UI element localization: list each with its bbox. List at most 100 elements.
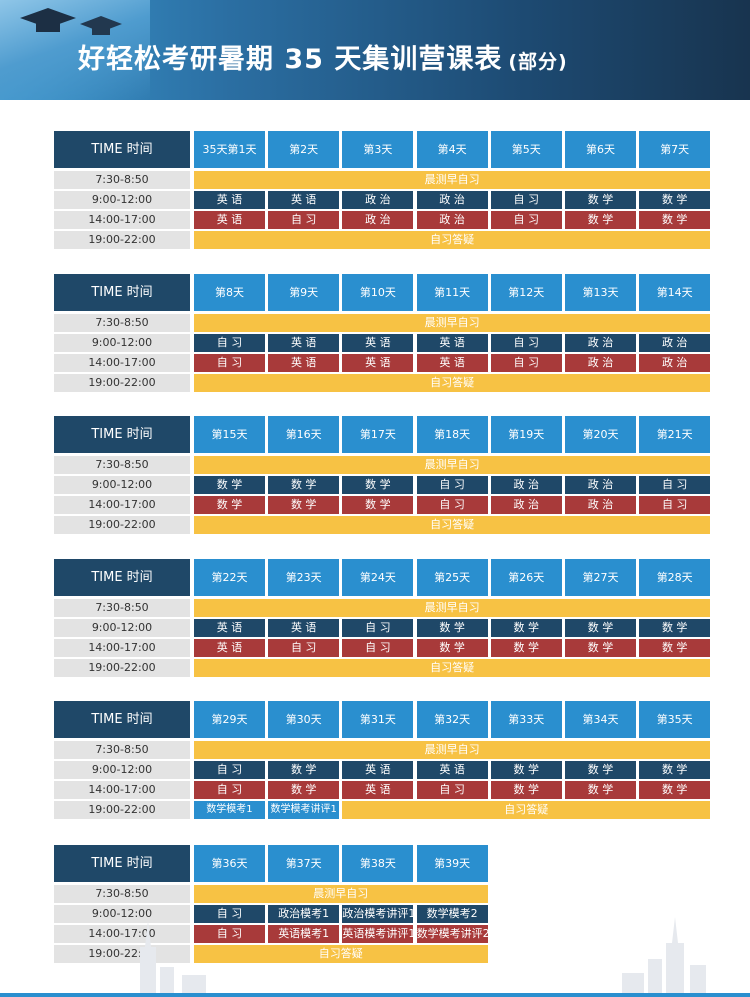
time-slot: 19:00-22:00 bbox=[54, 801, 190, 819]
morning-study-bar: 晨测早自习 bbox=[194, 741, 711, 759]
evening-study-bar: 自习答疑 bbox=[194, 945, 488, 963]
morning-class-cell: 自 习 bbox=[342, 619, 414, 637]
time-slot: 7:30-8:50 bbox=[54, 456, 190, 474]
morning-class-cell: 自 习 bbox=[639, 476, 711, 494]
morning-class-cell: 自 习 bbox=[194, 334, 265, 352]
morning-class-cell: 英 语 bbox=[268, 619, 340, 637]
morning-class-cell: 数 学 bbox=[639, 761, 711, 779]
morning-study-bar: 晨测早自习 bbox=[194, 171, 711, 189]
evening-mock-exam-cell: 数学模考讲评1 bbox=[268, 801, 340, 819]
afternoon-class-cell: 英 语 bbox=[268, 354, 340, 372]
afternoon-class-cell: 数 学 bbox=[342, 496, 414, 514]
afternoon-class-cell: 数 学 bbox=[639, 781, 711, 799]
morning-class-cell: 数 学 bbox=[268, 761, 340, 779]
evening-study-bar: 自习答疑 bbox=[194, 659, 711, 677]
morning-class-cell: 政 治 bbox=[565, 476, 636, 494]
city-skyline-icon bbox=[140, 917, 706, 997]
time-slot: 14:00-17:00 bbox=[54, 925, 190, 943]
afternoon-class-cell: 数 学 bbox=[194, 496, 265, 514]
time-slot: 9:00-12:00 bbox=[54, 476, 190, 494]
morning-study-bar: 晨测早自习 bbox=[194, 314, 711, 332]
day-header: 第29天 bbox=[194, 701, 265, 738]
afternoon-class-cell: 数学模考讲评2 bbox=[416, 925, 488, 943]
day-header: 第23天 bbox=[268, 559, 340, 596]
time-slot: 14:00-17:00 bbox=[54, 496, 190, 514]
morning-class-cell: 数 学 bbox=[194, 476, 265, 494]
afternoon-class-cell: 自 习 bbox=[490, 211, 562, 229]
time-slot: 19:00-22:00 bbox=[54, 516, 190, 534]
morning-class-cell: 英 语 bbox=[268, 191, 340, 209]
time-header: TIME 时间 bbox=[54, 131, 190, 168]
day-header: 第25天 bbox=[416, 559, 488, 596]
afternoon-class-cell: 自 习 bbox=[194, 354, 265, 372]
day-header: 第2天 bbox=[268, 131, 340, 168]
time-slot: 7:30-8:50 bbox=[54, 171, 190, 189]
day-header: 第24天 bbox=[342, 559, 414, 596]
morning-class-cell: 数 学 bbox=[565, 761, 636, 779]
time-slot: 9:00-12:00 bbox=[54, 334, 190, 352]
morning-class-cell: 数 学 bbox=[490, 761, 562, 779]
day-header: 第18天 bbox=[416, 416, 488, 453]
afternoon-class-cell: 英 语 bbox=[342, 781, 414, 799]
afternoon-class-cell: 数 学 bbox=[639, 639, 711, 657]
day-header: 第21天 bbox=[639, 416, 711, 453]
afternoon-class-cell: 自 习 bbox=[490, 354, 562, 372]
morning-class-cell: 英 语 bbox=[416, 761, 488, 779]
graduation-cap-icon bbox=[80, 16, 122, 35]
afternoon-class-cell: 数 学 bbox=[490, 781, 562, 799]
afternoon-class-cell: 自 习 bbox=[639, 496, 711, 514]
day-header: 第22天 bbox=[194, 559, 265, 596]
morning-class-cell: 政 治 bbox=[342, 191, 414, 209]
afternoon-class-cell: 数 学 bbox=[639, 211, 711, 229]
afternoon-class-cell: 自 习 bbox=[416, 496, 488, 514]
afternoon-class-cell: 自 习 bbox=[342, 639, 414, 657]
afternoon-class-cell: 自 习 bbox=[268, 639, 340, 657]
afternoon-class-cell: 自 习 bbox=[194, 925, 265, 943]
morning-class-cell: 英 语 bbox=[342, 761, 414, 779]
afternoon-class-cell: 数 学 bbox=[565, 781, 636, 799]
time-slot: 9:00-12:00 bbox=[54, 619, 190, 637]
time-slot: 7:30-8:50 bbox=[54, 599, 190, 617]
day-header: 第39天 bbox=[416, 845, 488, 882]
morning-study-bar: 晨测早自习 bbox=[194, 599, 711, 617]
time-header: TIME 时间 bbox=[54, 845, 190, 882]
morning-class-cell: 数 学 bbox=[268, 476, 340, 494]
afternoon-class-cell: 政 治 bbox=[342, 211, 414, 229]
day-header: 第10天 bbox=[342, 274, 414, 311]
day-header: 第5天 bbox=[490, 131, 562, 168]
day-header: 第11天 bbox=[416, 274, 488, 311]
day-header: 第9天 bbox=[268, 274, 340, 311]
afternoon-class-cell: 英 语 bbox=[342, 354, 414, 372]
time-slot: 14:00-17:00 bbox=[54, 639, 190, 657]
time-header: TIME 时间 bbox=[54, 416, 190, 453]
evening-study-bar: 自习答疑 bbox=[194, 374, 711, 392]
afternoon-class-cell: 英 语 bbox=[194, 211, 265, 229]
day-header: 第6天 bbox=[565, 131, 636, 168]
time-slot: 19:00-22:00 bbox=[54, 374, 190, 392]
morning-class-cell: 数 学 bbox=[342, 476, 414, 494]
time-slot: 19:00-22:00 bbox=[54, 659, 190, 677]
time-slot: 9:00-12:00 bbox=[54, 905, 190, 923]
day-header: 第14天 bbox=[639, 274, 711, 311]
morning-class-cell: 数 学 bbox=[639, 619, 711, 637]
day-header: 35天第1天 bbox=[194, 131, 265, 168]
morning-class-cell: 英 语 bbox=[268, 334, 340, 352]
page-title: 好轻松考研暑期 35 天集训营课表 (部分) bbox=[78, 38, 568, 82]
time-slot: 19:00-22:00 bbox=[54, 231, 190, 249]
day-header: 第33天 bbox=[490, 701, 562, 738]
day-header: 第20天 bbox=[565, 416, 636, 453]
morning-class-cell: 数 学 bbox=[565, 619, 636, 637]
afternoon-class-cell: 政 治 bbox=[639, 354, 711, 372]
afternoon-class-cell: 数 学 bbox=[416, 639, 488, 657]
morning-class-cell: 自 习 bbox=[490, 191, 562, 209]
morning-class-cell: 英 语 bbox=[416, 334, 488, 352]
header-banner: 好轻松考研暑期 35 天集训营课表 (部分) bbox=[0, 0, 750, 100]
morning-study-bar: 晨测早自习 bbox=[194, 885, 488, 903]
morning-class-cell: 政 治 bbox=[490, 476, 562, 494]
morning-class-cell: 自 习 bbox=[194, 905, 265, 923]
time-header: TIME 时间 bbox=[54, 559, 190, 596]
day-header: 第12天 bbox=[490, 274, 562, 311]
time-slot: 9:00-12:00 bbox=[54, 761, 190, 779]
morning-class-cell: 政 治 bbox=[565, 334, 636, 352]
day-header: 第4天 bbox=[416, 131, 488, 168]
